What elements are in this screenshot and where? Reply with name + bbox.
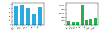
Bar xyxy=(90,19,92,25)
Bar xyxy=(32,14,36,25)
Bar xyxy=(81,5,84,25)
Bar xyxy=(76,22,79,25)
Bar xyxy=(14,6,18,25)
Bar xyxy=(72,22,75,25)
Bar xyxy=(38,7,42,25)
Bar xyxy=(26,8,30,25)
Bar xyxy=(20,5,24,25)
Bar xyxy=(85,20,88,25)
Bar xyxy=(67,21,70,25)
Bar xyxy=(94,18,97,25)
